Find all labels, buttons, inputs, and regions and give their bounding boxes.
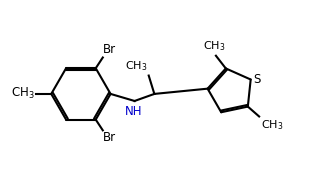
Text: CH$_3$: CH$_3$: [203, 40, 226, 53]
Text: Br: Br: [103, 43, 116, 56]
Text: NH: NH: [124, 105, 142, 118]
Text: CH$_3$: CH$_3$: [260, 118, 283, 132]
Text: CH$_3$: CH$_3$: [11, 86, 34, 101]
Text: Br: Br: [103, 132, 116, 144]
Text: CH$_3$: CH$_3$: [125, 60, 147, 73]
Text: S: S: [253, 73, 260, 86]
